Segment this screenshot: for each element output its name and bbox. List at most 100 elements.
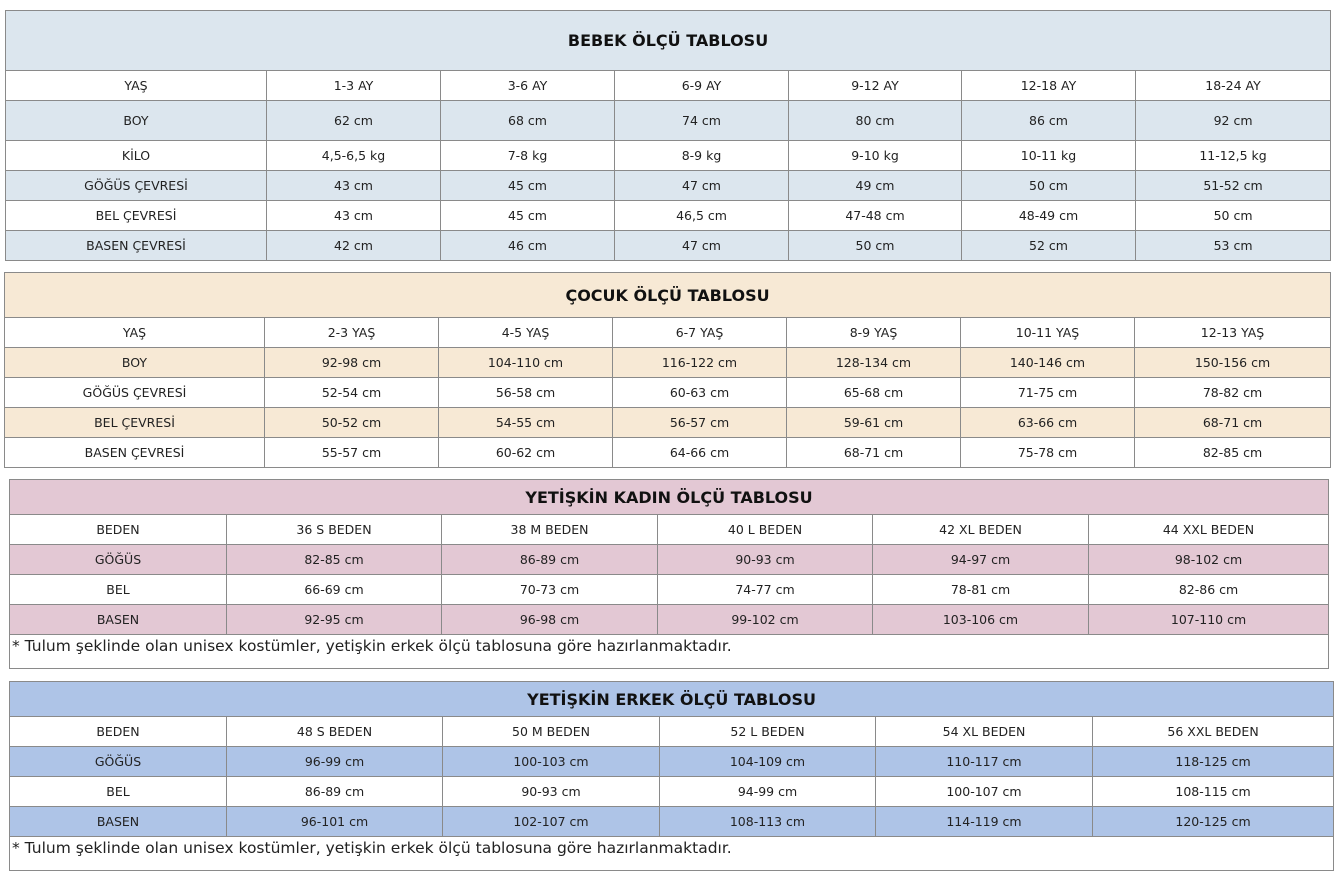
row-label: BOY — [4, 347, 265, 378]
column-header: 3-6 AY — [440, 70, 615, 101]
table-cell: 46,5 cm — [614, 200, 789, 231]
table-cell: 90-93 cm — [442, 776, 660, 807]
table-cell: 104-109 cm — [659, 746, 876, 777]
table-title-row: BEBEK ÖLÇÜ TABLOSU — [4, 10, 1332, 71]
table-cell: 43 cm — [266, 200, 441, 231]
table-cell: 47 cm — [614, 230, 789, 261]
table-row: BASEN 92-95 cm 96-98 cm 99-102 cm 103-106 cm… — [9, 604, 1330, 635]
row-label: BEDEN — [9, 716, 227, 747]
table-cell: 96-99 cm — [226, 746, 443, 777]
table-cell: 82-85 cm — [226, 544, 442, 575]
table-cell: 8-9 kg — [614, 140, 789, 171]
table-note-row: * Tulum şeklinde olan unisex kostümler, … — [8, 634, 1330, 669]
table-row: BEL 66-69 cm 70-73 cm 74-77 cm 78-81 cm 82-86… — [9, 574, 1330, 605]
table-cell: 68-71 cm — [786, 437, 961, 468]
table-cell: 53 cm — [1134, 230, 1332, 261]
column-header: 50 M BEDEN — [442, 716, 660, 747]
table-cell: 102-107 cm — [442, 806, 660, 837]
table-cell: 55-57 cm — [264, 437, 439, 468]
column-header: 12-13 YAŞ — [1133, 317, 1332, 348]
table-row: BEL 86-89 cm 90-93 cm 94-99 cm 100-107 cm 108… — [9, 776, 1335, 807]
table-cell: 120-125 cm — [1091, 806, 1335, 837]
table-cell: 116-122 cm — [612, 347, 787, 378]
table-title: ÇOCUK ÖLÇÜ TABLOSU — [3, 272, 1332, 318]
table-cell: 7-8 kg — [440, 140, 615, 171]
table-header-row: BEDEN 48 S BEDEN 50 M BEDEN 52 L BEDEN 54 XL… — [9, 716, 1335, 747]
column-header: 10-11 YAŞ — [960, 317, 1135, 348]
column-header: 1-3 AY — [266, 70, 441, 101]
table-row: KİLO 4,5-6,5 kg 7-8 kg 8-9 kg 9-10 kg 10-11 k… — [5, 140, 1332, 171]
table-cell: 118-125 cm — [1091, 746, 1335, 777]
table-cell: 114-119 cm — [875, 806, 1093, 837]
table-cell: 45 cm — [440, 170, 615, 201]
row-label: KİLO — [5, 140, 267, 171]
column-header: 8-9 YAŞ — [786, 317, 961, 348]
table-cell: 11-12,5 kg — [1134, 140, 1332, 171]
table-row: BOY 62 cm 68 cm 74 cm 80 cm 86 cm 92 cm — [5, 100, 1332, 141]
table-cell: 78-82 cm — [1133, 377, 1332, 408]
table-title-row: YETİŞKİN KADIN ÖLÇÜ TABLOSU — [8, 479, 1330, 515]
row-label: BASEN — [9, 806, 227, 837]
table-cell: 99-102 cm — [657, 604, 873, 635]
table-cell: 82-86 cm — [1087, 574, 1330, 605]
column-header: 54 XL BEDEN — [875, 716, 1093, 747]
table-cell: 92 cm — [1134, 100, 1332, 141]
table-cell: 56-58 cm — [438, 377, 613, 408]
table-row: GÖĞÜS 96-99 cm 100-103 cm 104-109 cm 110-117… — [9, 746, 1335, 777]
table-cell: 96-98 cm — [441, 604, 658, 635]
row-label: GÖĞÜS — [9, 544, 227, 575]
table-note: * Tulum şeklinde olan unisex kostümler, … — [8, 634, 1330, 669]
table-cell: 50 cm — [1134, 200, 1332, 231]
table-cell: 110-117 cm — [875, 746, 1093, 777]
table-title: YETİŞKİN ERKEK ÖLÇÜ TABLOSU — [8, 681, 1335, 717]
table-cell: 71-75 cm — [960, 377, 1135, 408]
table-cell: 46 cm — [440, 230, 615, 261]
table-cell: 74 cm — [614, 100, 789, 141]
table-cell: 96-101 cm — [226, 806, 443, 837]
table-cell: 150-156 cm — [1133, 347, 1332, 378]
table-cell: 47-48 cm — [788, 200, 962, 231]
column-header: 6-7 YAŞ — [612, 317, 787, 348]
men-size-table: YETİŞKİN ERKEK ÖLÇÜ TABLOSU BEDEN 48 S BED… — [8, 681, 1335, 871]
column-header: 18-24 AY — [1134, 70, 1332, 101]
table-cell: 100-103 cm — [442, 746, 660, 777]
table-cell: 9-10 kg — [788, 140, 962, 171]
column-header: 52 L BEDEN — [659, 716, 876, 747]
table-cell: 43 cm — [266, 170, 441, 201]
table-cell: 86 cm — [961, 100, 1136, 141]
row-label: BEDEN — [9, 514, 227, 545]
column-header: 40 L BEDEN — [657, 514, 873, 545]
column-header: 56 XXL BEDEN — [1091, 716, 1335, 747]
table-cell: 45 cm — [440, 200, 615, 231]
row-label: BEL ÇEVRESİ — [5, 200, 267, 231]
row-label: BEL ÇEVRESİ — [4, 407, 265, 438]
column-header: 48 S BEDEN — [226, 716, 443, 747]
table-cell: 86-89 cm — [226, 776, 443, 807]
table-cell: 52 cm — [961, 230, 1136, 261]
table-header-row: YAŞ 2-3 YAŞ 4-5 YAŞ 6-7 YAŞ 8-9 YAŞ 10-11 YAŞ… — [4, 317, 1332, 348]
table-cell: 92-95 cm — [226, 604, 442, 635]
table-cell: 42 cm — [266, 230, 441, 261]
table-header-row: YAŞ 1-3 AY 3-6 AY 6-9 AY 9-12 AY 12-18 AY 18-2… — [5, 70, 1332, 101]
column-header: 9-12 AY — [788, 70, 962, 101]
column-header: 6-9 AY — [614, 70, 789, 101]
table-cell: 63-66 cm — [960, 407, 1135, 438]
column-header: 12-18 AY — [961, 70, 1136, 101]
table-cell: 47 cm — [614, 170, 789, 201]
table-cell: 80 cm — [788, 100, 962, 141]
table-title: BEBEK ÖLÇÜ TABLOSU — [4, 10, 1332, 71]
row-label: BASEN ÇEVRESİ — [4, 437, 265, 468]
row-label: BASEN ÇEVRESİ — [5, 230, 267, 261]
table-cell: 108-113 cm — [659, 806, 876, 837]
table-row: BOY 92-98 cm 104-110 cm 116-122 cm 128-134 c… — [4, 347, 1332, 378]
table-note: * Tulum şeklinde olan unisex kostümler, … — [8, 836, 1335, 871]
row-label: YAŞ — [4, 317, 265, 348]
table-cell: 49 cm — [788, 170, 962, 201]
table-cell: 74-77 cm — [657, 574, 873, 605]
table-row: GÖĞÜS 82-85 cm 86-89 cm 90-93 cm 94-97 cm 98-… — [9, 544, 1330, 575]
table-cell: 62 cm — [266, 100, 441, 141]
table-note-row: * Tulum şeklinde olan unisex kostümler, … — [8, 836, 1335, 871]
table-cell: 100-107 cm — [875, 776, 1093, 807]
row-label: BEL — [9, 776, 227, 807]
table-cell: 50 cm — [788, 230, 962, 261]
